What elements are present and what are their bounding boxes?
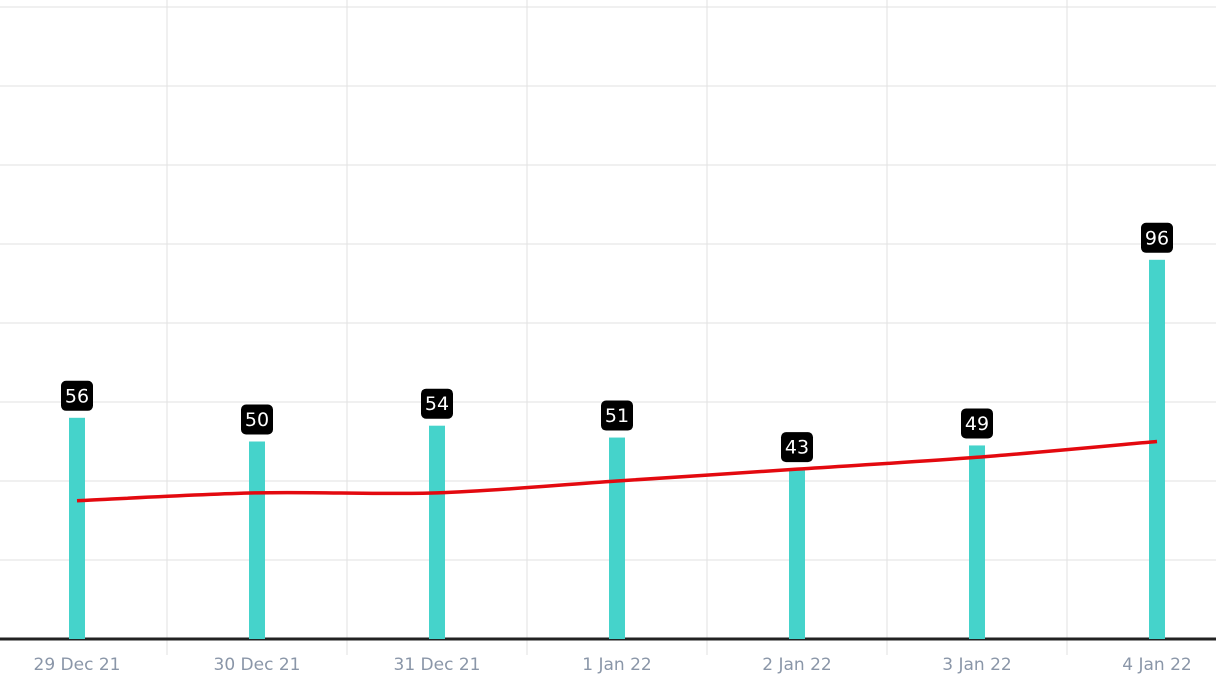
data-label-bg xyxy=(781,432,813,463)
x-tick-label: 1 Jan 22 xyxy=(582,655,651,675)
x-tick-label: 4 Jan 22 xyxy=(1122,655,1191,675)
x-tick-label: 29 Dec 21 xyxy=(34,655,121,675)
x-tick-label: 2 Jan 22 xyxy=(762,655,831,675)
data-label: 49 xyxy=(965,413,989,435)
data-label-bg xyxy=(61,380,93,411)
bar xyxy=(69,417,85,639)
data-label: 50 xyxy=(245,409,269,431)
data-label: 43 xyxy=(785,437,809,459)
data-label: 56 xyxy=(65,385,89,407)
data-label: 54 xyxy=(425,393,449,415)
bar xyxy=(609,437,625,639)
data-label-bg xyxy=(1141,222,1173,253)
data-label-bg xyxy=(601,400,633,431)
trend-line xyxy=(76,439,1158,503)
bar xyxy=(429,425,445,639)
data-label: 96 xyxy=(1145,227,1169,249)
data-label-bg xyxy=(241,404,273,435)
data-label: 51 xyxy=(605,405,629,427)
x-tick-label: 30 Dec 21 xyxy=(214,655,301,675)
x-tick-label: 3 Jan 22 xyxy=(942,655,1011,675)
data-label-bg xyxy=(421,388,453,419)
bar xyxy=(1149,259,1165,639)
bar xyxy=(789,469,805,639)
data-label-bg xyxy=(961,408,993,439)
bar xyxy=(969,445,985,639)
x-tick-label: 31 Dec 21 xyxy=(394,655,481,675)
bar xyxy=(249,441,265,639)
